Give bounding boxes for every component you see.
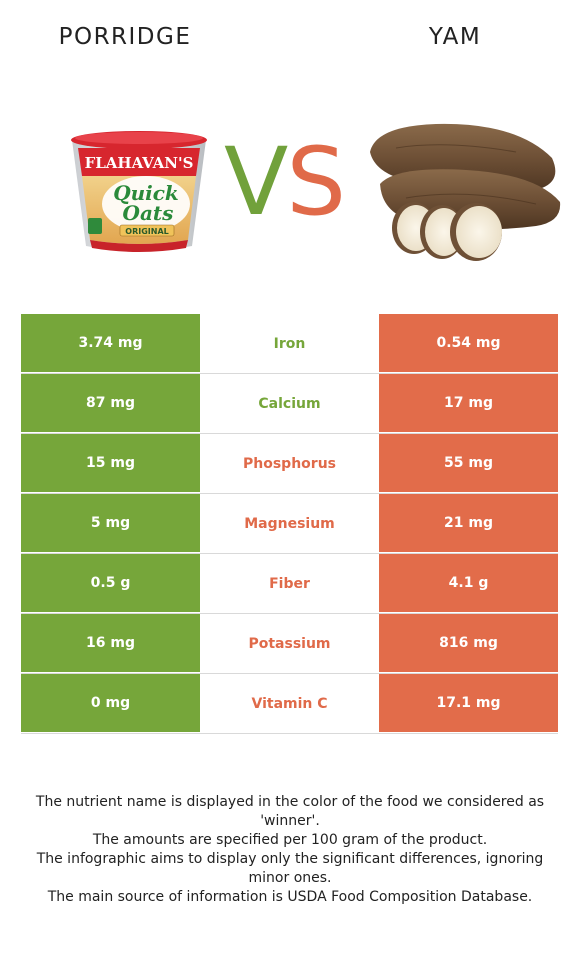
yam-value: 17.1 mg bbox=[379, 674, 558, 733]
porridge-value: 0 mg bbox=[21, 674, 200, 733]
yam-value: 21 mg bbox=[379, 494, 558, 553]
footnote-winner: The nutrient name is displayed in the co… bbox=[35, 794, 545, 829]
footnote-source: The main source of information is USDA F… bbox=[47, 889, 533, 905]
nutrient-name: Phosphorus bbox=[200, 434, 379, 493]
yam-value: 4.1 g bbox=[379, 554, 558, 613]
yam-tuber-icon bbox=[370, 123, 561, 261]
table-row: 3.74 mg Iron 0.54 mg bbox=[21, 314, 558, 374]
nutrient-name: Iron bbox=[200, 314, 379, 373]
vs-s-letter: S bbox=[286, 128, 346, 237]
table-row: 5 mg Magnesium 21 mg bbox=[21, 494, 558, 554]
porridge-brand-text: FLAHAVAN'S bbox=[85, 154, 194, 172]
yam-value: 17 mg bbox=[379, 374, 558, 433]
nutrient-name: Potassium bbox=[200, 614, 379, 673]
table-row: 87 mg Calcium 17 mg bbox=[21, 374, 558, 434]
left-food-title: PORRIDGE bbox=[58, 24, 192, 50]
vs-v-letter: V bbox=[224, 128, 288, 237]
porridge-product-line1: Quick bbox=[113, 181, 179, 205]
right-food-title: YAM bbox=[428, 24, 482, 50]
porridge-value: 3.74 mg bbox=[21, 314, 200, 373]
porridge-value: 15 mg bbox=[21, 434, 200, 493]
porridge-variant-text: ORIGINAL bbox=[125, 227, 168, 236]
porridge-product-line2: Oats bbox=[123, 201, 174, 225]
porridge-value: 0.5 g bbox=[21, 554, 200, 613]
table-row: 0 mg Vitamin C 17.1 mg bbox=[21, 674, 558, 734]
nutrient-name: Vitamin C bbox=[200, 674, 379, 733]
yam-value: 0.54 mg bbox=[379, 314, 558, 373]
table-row: 0.5 g Fiber 4.1 g bbox=[21, 554, 558, 614]
footnotes: The nutrient name is displayed in the co… bbox=[20, 793, 560, 907]
footnote-amounts: The amounts are specified per 100 gram o… bbox=[92, 832, 488, 848]
table-row: 16 mg Potassium 816 mg bbox=[21, 614, 558, 674]
nutrient-name: Calcium bbox=[200, 374, 379, 433]
porridge-value: 5 mg bbox=[21, 494, 200, 553]
porridge-value: 16 mg bbox=[21, 614, 200, 673]
yam-value: 55 mg bbox=[379, 434, 558, 493]
footnote-scope: The infographic aims to display only the… bbox=[36, 851, 544, 886]
nutrient-comparison-table: 3.74 mg Iron 0.54 mg 87 mg Calcium 17 mg… bbox=[21, 314, 558, 734]
nutrient-name: Fiber bbox=[200, 554, 379, 613]
table-row: 15 mg Phosphorus 55 mg bbox=[21, 434, 558, 494]
nutrient-name: Magnesium bbox=[200, 494, 379, 553]
porridge-cup-icon: FLAHAVAN'S Quick Oats ORIGINAL bbox=[71, 131, 207, 252]
yam-value: 816 mg bbox=[379, 614, 558, 673]
vs-label: VS bbox=[224, 136, 346, 230]
porridge-value: 87 mg bbox=[21, 374, 200, 433]
